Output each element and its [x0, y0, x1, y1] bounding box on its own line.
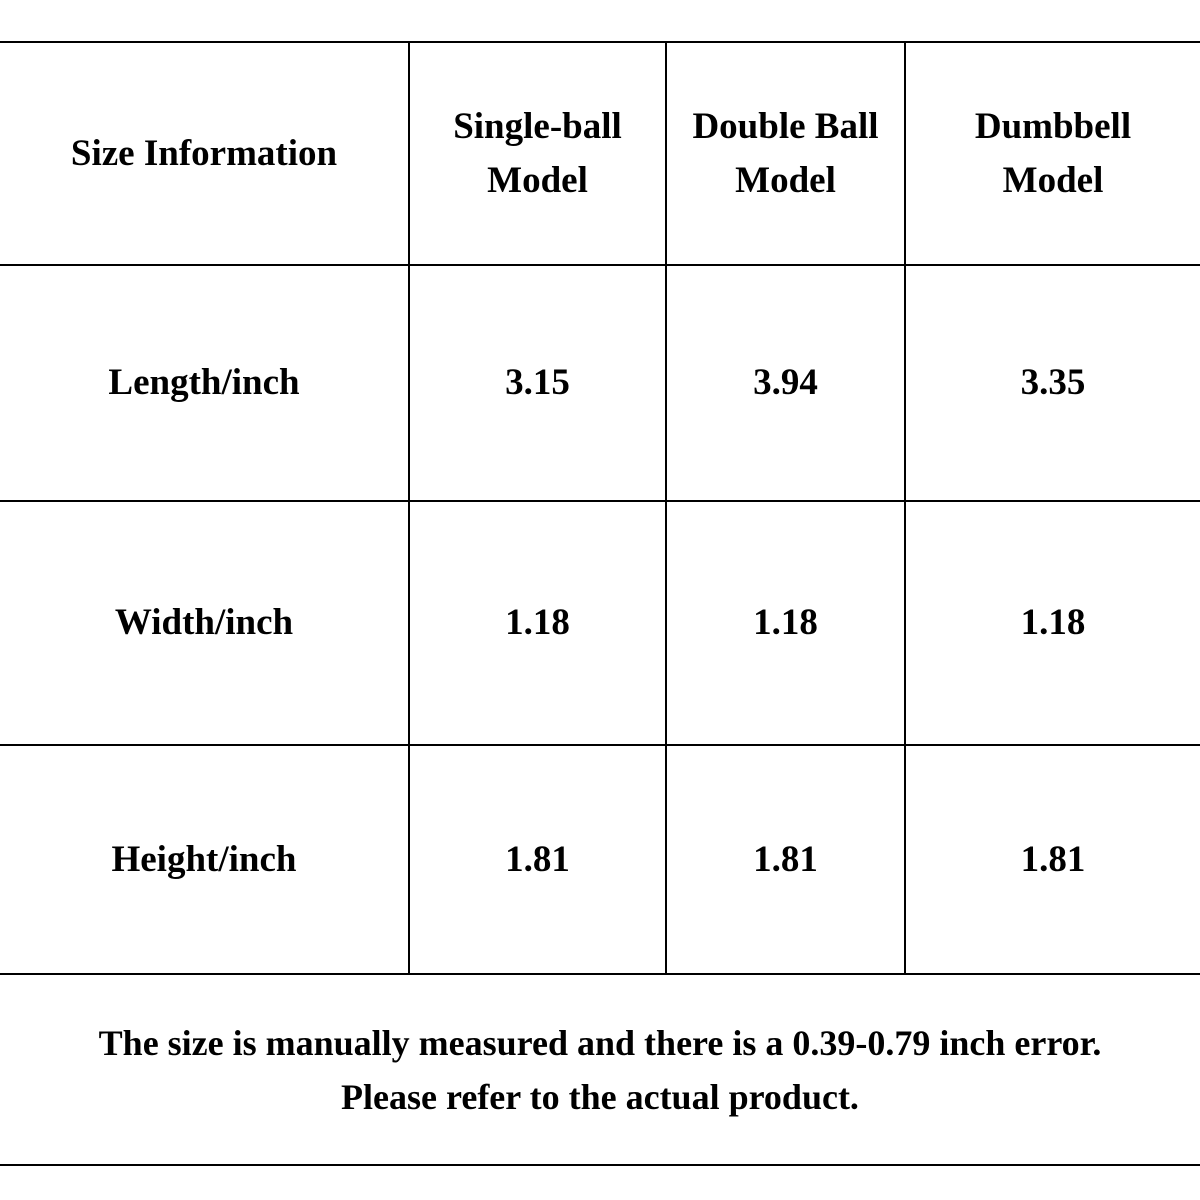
header-size-information: Size Information	[70, 132, 338, 174]
table-cell: 1.81	[1020, 838, 1086, 880]
column-divider	[665, 41, 667, 975]
row-label-length: Length/inch	[108, 362, 300, 403]
row-label-height: Height/inch	[111, 838, 297, 880]
table-border-top	[0, 41, 1200, 43]
header-double-ball-model: Double Ball Model	[692, 105, 879, 201]
column-divider	[904, 41, 906, 975]
table-cell: 1.81	[505, 838, 570, 880]
row-divider	[0, 264, 1200, 266]
table-cell: 1.18	[1020, 602, 1086, 643]
row-label-width: Width/inch	[114, 602, 294, 643]
table-border-bottom	[0, 973, 1200, 975]
table-cell: 3.15	[505, 362, 570, 403]
table-cell: 3.35	[1020, 362, 1086, 403]
column-divider	[408, 41, 410, 975]
table-cell: 1.18	[505, 602, 570, 643]
table-cell: 1.18	[753, 602, 818, 643]
note-line-1: The size is manually measured and there …	[98, 1023, 1102, 1063]
row-divider	[0, 500, 1200, 502]
table-cell: 3.94	[753, 362, 818, 403]
row-divider	[0, 744, 1200, 746]
note-border-bottom	[0, 1164, 1200, 1166]
table-cell: 1.81	[753, 838, 818, 880]
header-single-ball-model: Single-ball Model	[453, 105, 622, 201]
note-line-2: Please refer to the actual product.	[341, 1077, 859, 1117]
header-dumbbell-model: Dumbbell Model	[974, 105, 1132, 201]
measurement-note: The size is manually measured and there …	[0, 976, 1200, 1164]
